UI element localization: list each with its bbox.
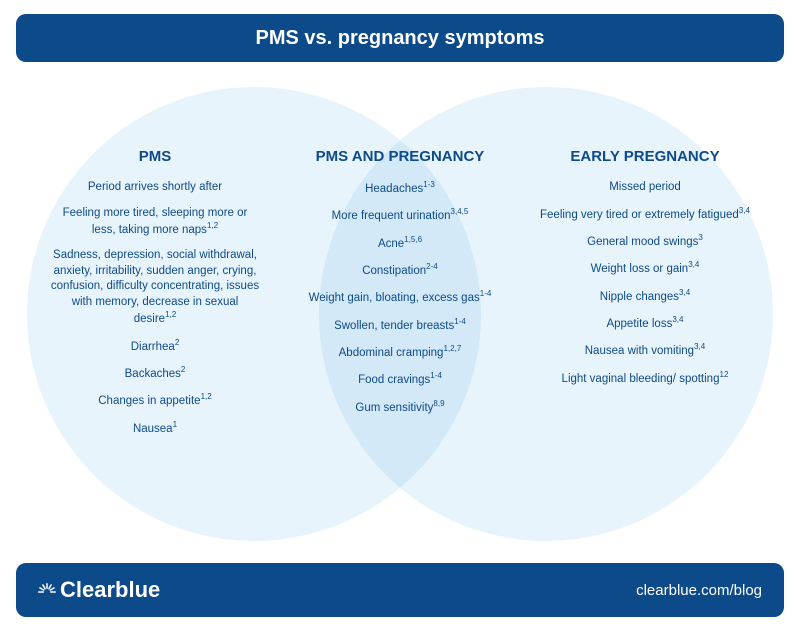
- symptom-item: Light vaginal bleeding/ spotting12: [540, 370, 750, 387]
- symptom-text: General mood swings: [587, 236, 698, 248]
- symptom-text: Abdominal cramping: [339, 347, 444, 359]
- venn-list-right: Missed period Feeling very tired or extre…: [540, 180, 750, 387]
- symptom-text: Period arrives shortly after: [88, 181, 222, 193]
- symptom-refs: 3,4: [739, 206, 750, 215]
- symptom-text: Weight loss or gain: [591, 263, 689, 275]
- symptom-text: Changes in appetite: [98, 395, 200, 407]
- venn-column-right: EARLY PREGNANCY Missed period Feeling ver…: [540, 148, 750, 397]
- symptom-text: Diarrhea: [131, 341, 175, 353]
- symptom-refs: 3,4: [688, 260, 699, 269]
- venn-column-left: PMS Period arrives shortly after Feeling …: [50, 148, 260, 447]
- symptom-text: Nausea: [133, 423, 173, 435]
- symptom-refs: 1,5,6: [404, 235, 422, 244]
- venn-list-left: Period arrives shortly after Feeling more…: [50, 180, 260, 437]
- symptom-refs: 2: [181, 365, 185, 374]
- symptom-item: Feeling more tired, sleeping more or les…: [50, 206, 260, 239]
- symptom-refs: 1-4: [480, 289, 492, 298]
- symptom-refs: 8,9: [433, 399, 444, 408]
- symptom-text: Headaches: [365, 183, 423, 195]
- infographic-frame: PMS vs. pregnancy symptoms PMS Period ar…: [0, 0, 800, 629]
- venn-heading-left: PMS: [50, 148, 260, 166]
- symptom-refs: 2-4: [426, 262, 438, 271]
- symptom-item: Food cravings1-4: [300, 371, 500, 388]
- brand: Clearblue: [38, 577, 160, 603]
- symptom-text: More frequent urination: [332, 210, 451, 222]
- symptom-refs: 3,4,5: [451, 207, 469, 216]
- symptom-item: Nausea1: [50, 420, 260, 437]
- footer-bar: Clearblue clearblue.com/blog: [16, 563, 784, 617]
- symptom-text: Nipple changes: [600, 290, 679, 302]
- symptom-item: Weight gain, bloating, excess gas1-4: [300, 289, 500, 306]
- symptom-refs: 3,4: [679, 288, 690, 297]
- symptom-item: More frequent urination3,4,5: [300, 207, 500, 224]
- symptom-refs: 1-3: [423, 180, 435, 189]
- symptom-refs: 12: [719, 370, 728, 379]
- symptom-text: Nausea with vomiting: [585, 345, 694, 357]
- symptom-item: Appetite loss3,4: [540, 315, 750, 332]
- symptom-text: Food cravings: [358, 374, 430, 386]
- symptom-refs: 1,2: [201, 392, 212, 401]
- brand-name: Clearblue: [60, 577, 160, 603]
- symptom-text: Missed period: [609, 181, 681, 193]
- symptom-refs: 3,4: [672, 315, 683, 324]
- symptom-item: Acne1,5,6: [300, 235, 500, 252]
- venn-heading-center: PMS AND PREGNANCY: [300, 148, 500, 166]
- symptom-item: Backaches2: [50, 365, 260, 382]
- symptom-refs: 1,2: [165, 310, 176, 319]
- symptom-text: Constipation: [362, 265, 426, 277]
- sunburst-icon: [38, 581, 56, 599]
- symptom-item: Abdominal cramping1,2,7: [300, 344, 500, 361]
- symptom-refs: 2: [175, 338, 179, 347]
- symptom-text: Light vaginal bleeding/ spotting: [562, 372, 720, 384]
- symptom-item: Nausea with vomiting3,4: [540, 342, 750, 359]
- venn-heading-right: EARLY PREGNANCY: [540, 148, 750, 166]
- header-bar: PMS vs. pregnancy symptoms: [16, 14, 784, 62]
- footer-url: clearblue.com/blog: [636, 582, 762, 599]
- symptom-item: Nipple changes3,4: [540, 288, 750, 305]
- symptom-text: Sadness, depression, social withdrawal, …: [51, 249, 259, 325]
- symptom-item: Sadness, depression, social withdrawal, …: [50, 248, 260, 327]
- symptom-text: Backaches: [125, 368, 181, 380]
- symptom-item: Missed period: [540, 180, 750, 196]
- venn-list-center: Headaches1-3 More frequent urination3,4,5…: [300, 180, 500, 416]
- venn-column-center: PMS AND PREGNANCY Headaches1-3 More frequ…: [300, 148, 500, 426]
- symptom-refs: 1-4: [430, 371, 442, 380]
- symptom-text: Weight gain, bloating, excess gas: [309, 292, 480, 304]
- symptom-item: Headaches1-3: [300, 180, 500, 197]
- symptom-text: Feeling more tired, sleeping more or les…: [63, 207, 248, 236]
- symptom-refs: 1,2: [207, 221, 218, 230]
- symptom-text: Appetite loss: [606, 318, 672, 330]
- symptom-item: Feeling very tired or extremely fatigued…: [540, 206, 750, 223]
- venn-diagram: PMS Period arrives shortly after Feeling …: [0, 72, 800, 559]
- header-title: PMS vs. pregnancy symptoms: [256, 27, 545, 50]
- symptom-refs: 1: [173, 420, 177, 429]
- symptom-item: Gum sensitivity8,9: [300, 399, 500, 416]
- symptom-item: Swollen, tender breasts1-4: [300, 317, 500, 334]
- symptom-refs: 3,4: [694, 342, 705, 351]
- symptom-refs: 1-4: [454, 317, 466, 326]
- symptom-item: Constipation2-4: [300, 262, 500, 279]
- symptom-item: Diarrhea2: [50, 338, 260, 355]
- symptom-item: Changes in appetite1,2: [50, 392, 260, 409]
- symptom-item: Period arrives shortly after: [50, 180, 260, 196]
- symptom-item: General mood swings3: [540, 233, 750, 250]
- symptom-text: Feeling very tired or extremely fatigued: [540, 208, 739, 220]
- symptom-refs: 1,2,7: [443, 344, 461, 353]
- symptom-item: Weight loss or gain3,4: [540, 260, 750, 277]
- symptom-text: Acne: [378, 238, 404, 250]
- symptom-text: Gum sensitivity: [355, 402, 433, 414]
- symptom-refs: 3: [698, 233, 702, 242]
- symptom-text: Swollen, tender breasts: [334, 320, 454, 332]
